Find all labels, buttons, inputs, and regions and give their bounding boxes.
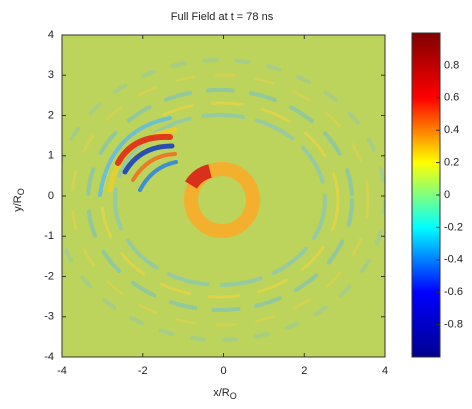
y-tick-label: -2 bbox=[44, 270, 54, 282]
colorbar-tick-label: -0.2 bbox=[444, 221, 463, 233]
y-tick-label: 2 bbox=[48, 109, 54, 121]
y-tick-label: 0 bbox=[48, 190, 54, 202]
colorbar-tick-label: 0.2 bbox=[444, 157, 459, 169]
colorbar-tick-label: 0.8 bbox=[444, 59, 459, 71]
colorbar bbox=[411, 32, 441, 358]
y-label-text: y/R bbox=[12, 195, 24, 212]
ring-hot-spot bbox=[185, 164, 213, 189]
x-axis-label: x/RO bbox=[213, 387, 237, 401]
wave-fronts bbox=[62, 58, 385, 342]
field bbox=[62, 35, 385, 357]
y-tick-label: -4 bbox=[44, 351, 54, 363]
y-label-sub: O bbox=[16, 188, 26, 195]
x-label-sub: O bbox=[230, 391, 237, 401]
x-tick-label: 2 bbox=[301, 365, 307, 377]
colorbar-tick-label: 0.4 bbox=[444, 124, 459, 136]
y-tick-label: -1 bbox=[44, 230, 54, 242]
x-tick-label: 0 bbox=[220, 365, 226, 377]
y-tick-label: 4 bbox=[48, 29, 54, 41]
chart-title: Full Field at t = 78 ns bbox=[171, 11, 274, 23]
y-axis-label: y/RO bbox=[12, 188, 26, 212]
x-label-text: x/R bbox=[213, 387, 230, 399]
x-tick-label: -4 bbox=[57, 365, 67, 377]
y-tick-label: 1 bbox=[48, 150, 54, 162]
colorbar-tick-label: 0 bbox=[444, 189, 450, 201]
y-tick-label: 3 bbox=[48, 69, 54, 81]
colorbar-tick-label: -0.4 bbox=[444, 254, 463, 266]
colorbar-tick-label: -0.6 bbox=[444, 286, 463, 298]
scatterer-ring bbox=[184, 162, 260, 238]
y-tick-label: -3 bbox=[44, 311, 54, 323]
colorbar-tick-label: 0.6 bbox=[444, 92, 459, 104]
x-tick-label: -2 bbox=[138, 365, 148, 377]
colorbar-tick-label: -0.8 bbox=[444, 319, 463, 331]
x-tick-label: 4 bbox=[382, 365, 388, 377]
